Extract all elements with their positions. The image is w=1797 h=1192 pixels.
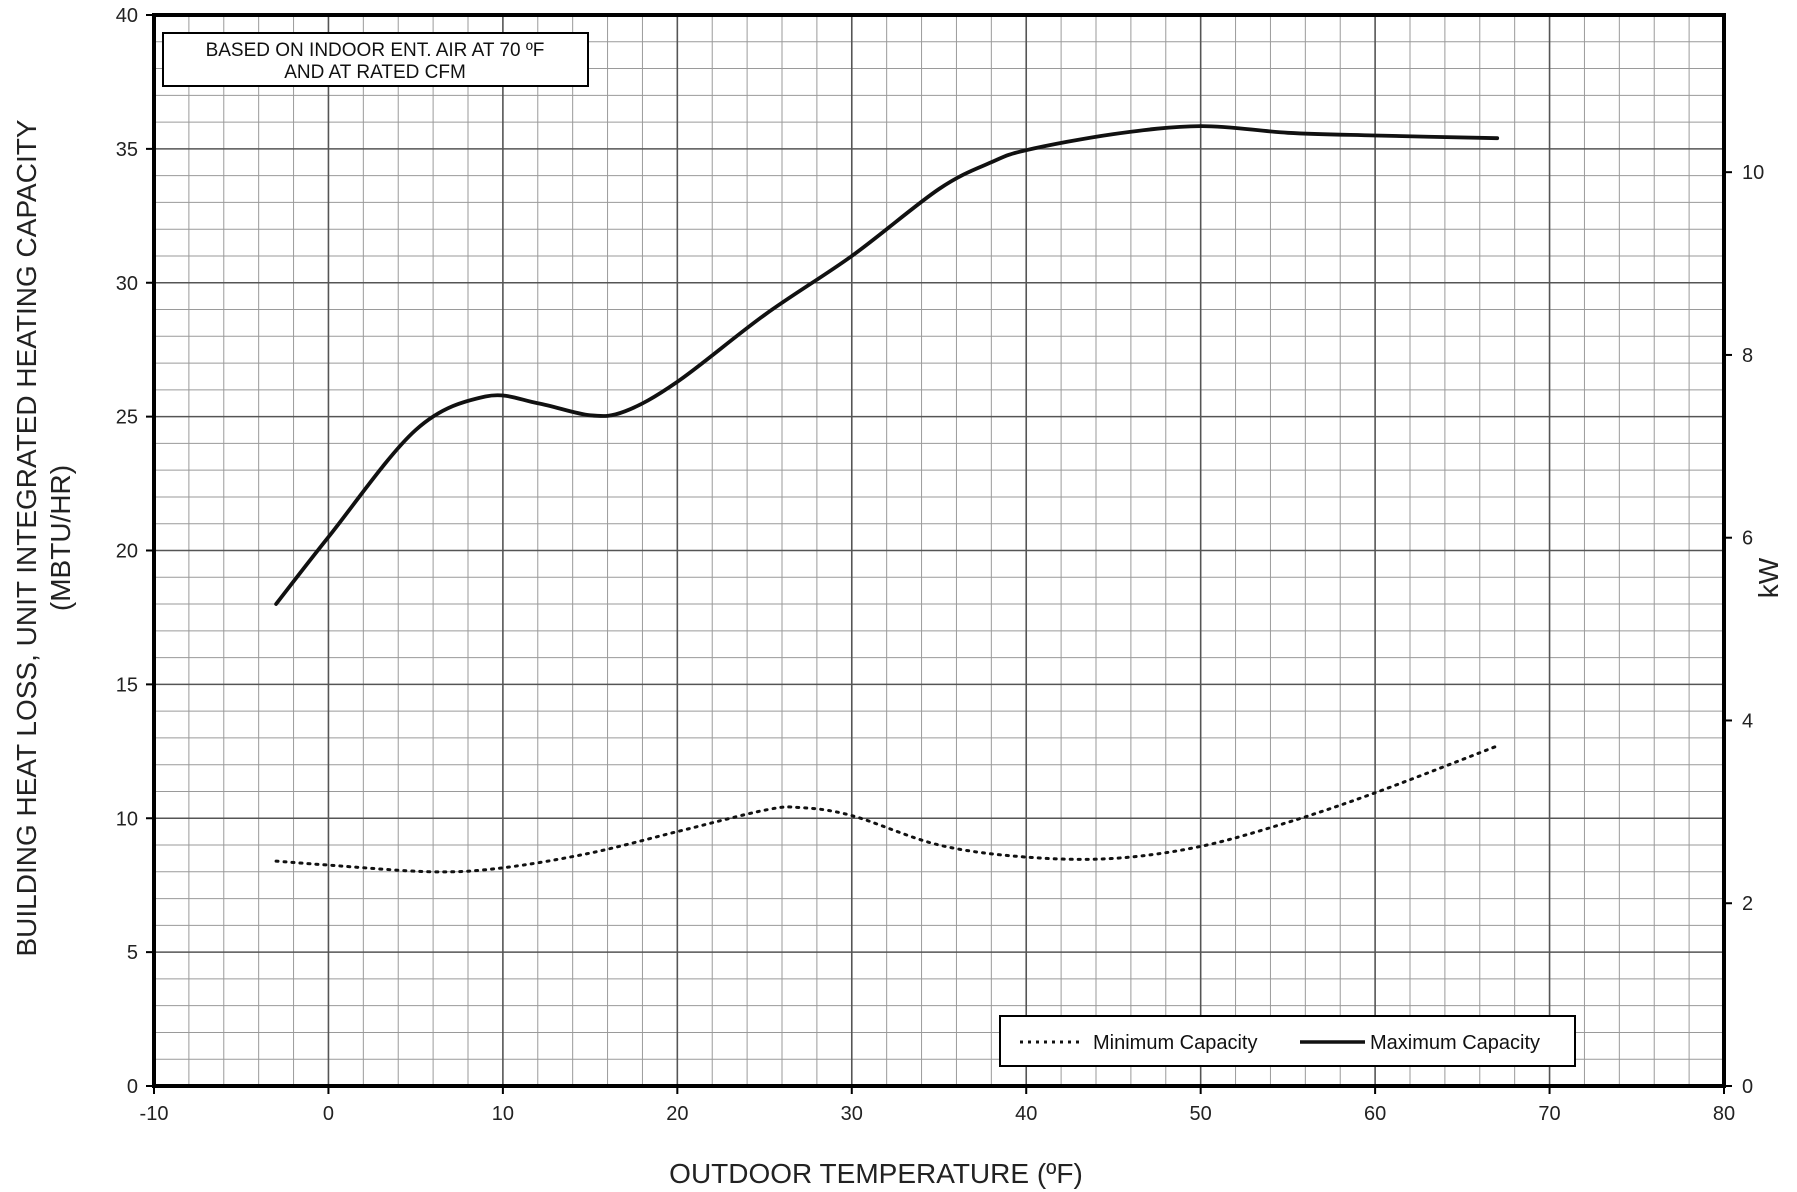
x-tick-label: 50 (1190, 1103, 1212, 1125)
y-tick-label: 15 (116, 674, 138, 696)
legend-frame (999, 1015, 1576, 1067)
y2-tick-label: 10 (1742, 162, 1764, 184)
y2-tick-label: 6 (1742, 528, 1753, 550)
legend-max-label: Maximum Capacity (1370, 1032, 1540, 1054)
y-tick-label: 0 (127, 1076, 138, 1098)
x-tick-label: 20 (666, 1103, 688, 1125)
note-line-1: BASED ON INDOOR ENT. AIR AT 70 ºF (206, 40, 545, 61)
y-tick-label: 25 (116, 407, 138, 429)
y2-tick-label: 4 (1742, 710, 1753, 732)
tick-layer: -10 0 10 20 30 40 50 60 70 8005101520253035400246… (116, 5, 1765, 1125)
y2-tick-label: 0 (1742, 1076, 1753, 1098)
y-tick-label: 20 (116, 541, 138, 563)
y-axis-title-line-1: BUILDING HEAT LOSS, UNIT INTEGRATED HEAT… (11, 119, 42, 956)
x-tick-label: 60 (1364, 1103, 1386, 1125)
y-tick-label: 5 (127, 942, 138, 964)
y2-axis-title: kW (1753, 557, 1784, 598)
note-frame (162, 32, 589, 87)
x-tick-label: 70 (1538, 1103, 1560, 1125)
y2-tick-label: 8 (1742, 345, 1753, 367)
minimum-capacity-line (274, 744, 1499, 874)
y-axis-title-line-2: (MBTU/HR) (45, 465, 76, 611)
y2-tick-label: 2 (1742, 893, 1753, 915)
y-tick-label: 10 (116, 808, 138, 830)
legend: Minimum Capacity Maximum Capacity (999, 1015, 1576, 1067)
x-axis-title: OUTDOOR TEMPERATURE (ºF) (669, 1158, 1083, 1189)
x-tick-label: 40 (1015, 1103, 1037, 1125)
series-layer (274, 124, 1500, 874)
grid-layer (153, 14, 1725, 1087)
y-tick-label: 30 (116, 273, 138, 295)
x-tick-label: 30 (841, 1103, 863, 1125)
x-tick-label: 0 (323, 1103, 334, 1125)
note-box: BASED ON INDOOR ENT. AIR AT 70 ºF AND AT… (162, 32, 589, 87)
y-tick-label: 35 (116, 139, 138, 161)
legend-min-label: Minimum Capacity (1093, 1032, 1257, 1054)
maximum-capacity-line (274, 124, 1500, 606)
note-line-2: AND AT RATED CFM (284, 62, 466, 83)
x-tick-label: -10 (140, 1103, 169, 1125)
x-tick-label: 10 (492, 1103, 514, 1125)
y-tick-label: 40 (116, 5, 138, 27)
x-tick-label: 80 (1713, 1103, 1735, 1125)
